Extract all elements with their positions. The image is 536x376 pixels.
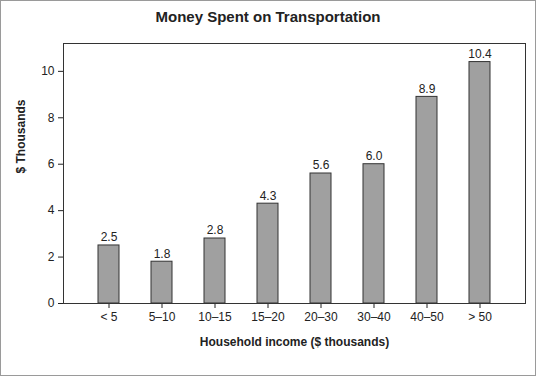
svg-text:15–20: 15–20 [251,310,285,324]
svg-text:10–15: 10–15 [198,310,232,324]
svg-text:< 5: < 5 [100,310,117,324]
svg-text:0: 0 [48,296,55,310]
svg-text:4.3: 4.3 [260,189,277,203]
svg-text:5.6: 5.6 [313,158,330,172]
html-text:Money Spent on Transportation: Money Spent on Transportation [155,8,381,25]
svg-text:Household income ($ thousands): Household income ($ thousands) [200,335,389,349]
svg-text:30–40: 30–40 [357,310,391,324]
svg-text:20–30: 20–30 [304,310,338,324]
svg-text:2.5: 2.5 [101,230,118,244]
svg-text:> 50: > 50 [468,310,492,324]
svg-text:4: 4 [48,203,55,217]
svg-text:2: 2 [48,250,55,264]
svg-text:40–50: 40–50 [410,310,444,324]
svg-text:5–10: 5–10 [149,310,176,324]
svg-text:6: 6 [48,157,55,171]
svg-text:1.8: 1.8 [154,247,171,261]
svg-text:2.8: 2.8 [207,223,224,237]
svg-text:10: 10 [41,64,55,78]
svg-text:10.4: 10.4 [468,47,492,61]
svg-text:6.0: 6.0 [366,149,383,163]
svg-text:8.9: 8.9 [419,82,436,96]
svg-text:$ Thousands: $ Thousands [14,99,28,173]
svg-text:8: 8 [48,111,55,125]
